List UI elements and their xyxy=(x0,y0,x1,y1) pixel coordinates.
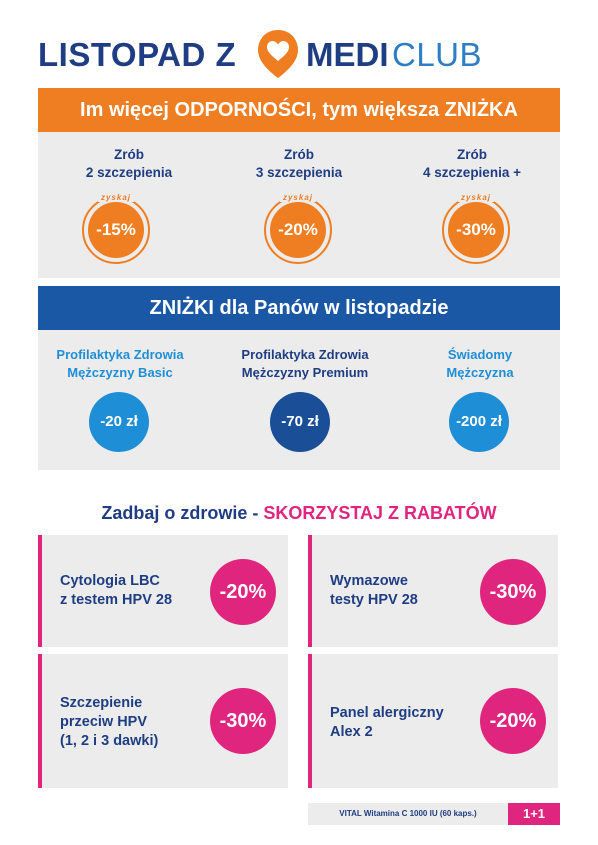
offer-line: Zrób xyxy=(114,147,144,162)
offer-line: Zrób xyxy=(284,147,314,162)
discount-value: -30% xyxy=(448,202,504,258)
offer-line: 2 szczepienia xyxy=(85,165,173,180)
offer-card-text: Cytologia LBC z testem HPV 28 xyxy=(60,572,200,610)
offer-line: 3 szczepienia xyxy=(255,165,343,180)
offer-card-text: Szczepienie przeciw HPV (1, 2 i 3 dawki) xyxy=(60,694,200,751)
offer-line: Mężczyzny Premium xyxy=(241,365,369,380)
offer-card: Panel alergiczny Alex 2 -20% xyxy=(308,654,558,788)
offer-line: Wymazowe xyxy=(330,573,408,589)
offer-line: Profilaktyka Zdrowia xyxy=(241,347,369,362)
offer-line: z testem HPV 28 xyxy=(60,592,173,608)
rebates-heading: Zadbaj o zdrowie - SKORZYSTAJ Z RABATÓW xyxy=(0,503,598,524)
offer-line: 4 szczepienia + xyxy=(423,165,521,180)
discount-badge: -30% xyxy=(210,688,276,754)
rebates-heading-accent: SKORZYSTAJ Z RABATÓW xyxy=(263,503,497,523)
men-offer-label: Profilaktyka Zdrowia Mężczyzny Premium xyxy=(218,346,392,382)
men-offer-label: Profilaktyka Zdrowia Mężczyzny Basic xyxy=(33,346,207,382)
offer-line: Zrób xyxy=(457,147,487,162)
offer-line: Cytologia LBC xyxy=(60,573,160,589)
offer-line: przeciw HPV xyxy=(60,714,148,730)
men-banner: ZNIŻKI dla Panów w listopadzie xyxy=(38,286,560,330)
offer-card-text: Wymazowe testy HPV 28 xyxy=(330,572,470,610)
offer-line: (1, 2 i 3 dawki) xyxy=(60,733,159,749)
discount-badge: zyskaj -30% xyxy=(442,193,510,264)
discount-badge: zyskaj -15% xyxy=(82,193,150,264)
offer-line: Profilaktyka Zdrowia xyxy=(56,347,184,362)
brand-club: CLUB xyxy=(392,36,483,73)
offer-line: testy HPV 28 xyxy=(330,592,418,608)
offer-line: Świadomy xyxy=(447,347,513,362)
offer-card: Wymazowe testy HPV 28 -30% xyxy=(308,535,558,647)
heart-pin-icon xyxy=(258,30,298,78)
rebates-heading-lead: Zadbaj o zdrowie - xyxy=(101,503,264,523)
offer-line: Mężczyzny Basic xyxy=(67,365,173,380)
offer-card-text: Panel alergiczny Alex 2 xyxy=(330,704,470,742)
bogo-badge: 1+1 xyxy=(508,803,560,825)
offer-line: Alex 2 xyxy=(330,724,373,740)
badge-caption: zyskaj xyxy=(82,193,150,202)
badge-caption: zyskaj xyxy=(264,193,332,202)
vitamin-note: VITAL Witamina C 1000 IU (60 kaps.) xyxy=(308,803,508,825)
brand-medi: MEDI xyxy=(306,36,389,73)
discount-badge: -30% xyxy=(480,559,546,625)
discount-badge: -20% xyxy=(480,688,546,754)
immunity-banner: Im więcej ODPORNOŚCI, tym większa ZNIŻKA xyxy=(38,88,560,132)
discount-badge: -20% xyxy=(210,559,276,625)
offer-card: Szczepienie przeciw HPV (1, 2 i 3 dawki)… xyxy=(38,654,288,788)
discount-value: -15% xyxy=(88,202,144,258)
discount-badge: -200 zł xyxy=(449,392,509,452)
offer-card: Cytologia LBC z testem HPV 28 -20% xyxy=(38,535,288,647)
discount-badge: zyskaj -20% xyxy=(264,193,332,264)
page-header: LISTOPAD Z MEDI CLUB xyxy=(38,28,558,78)
offer-line: Szczepienie xyxy=(60,695,143,711)
vaccine-offer-label: Zrób 3 szczepienia xyxy=(212,146,386,182)
offer-line: Mężczyzna xyxy=(446,365,514,380)
vaccine-offer-label: Zrób 4 szczepienia + xyxy=(385,146,559,182)
vaccine-offer-label: Zrób 2 szczepienia xyxy=(42,146,216,182)
badge-caption: zyskaj xyxy=(442,193,510,202)
offer-line: Panel alergiczny xyxy=(330,705,444,721)
page-title: LISTOPAD Z xyxy=(38,36,237,73)
discount-value: -20% xyxy=(270,202,326,258)
men-offer-label: Świadomy Mężczyzna xyxy=(393,346,567,382)
discount-badge: -20 zł xyxy=(89,392,149,452)
discount-badge: -70 zł xyxy=(270,392,330,452)
